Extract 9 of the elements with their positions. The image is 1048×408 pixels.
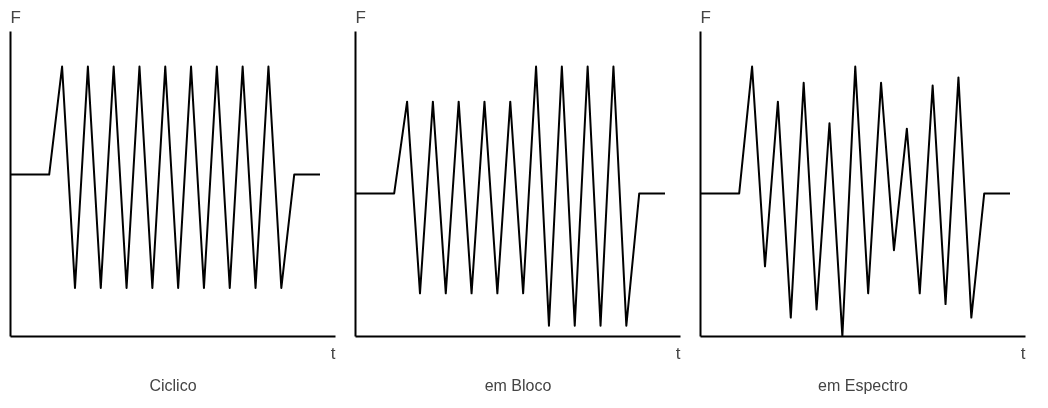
y-axis-title: F	[10, 7, 21, 27]
x-axis-title: t	[330, 343, 336, 363]
x-axis-title: t	[675, 343, 681, 363]
y-axis-title: F	[700, 7, 711, 27]
x-axis-title: t	[1020, 343, 1026, 363]
text: em Espectro	[818, 376, 909, 394]
text: em Bloco	[484, 376, 552, 394]
text: Ciclico	[149, 376, 197, 394]
y-axis-title: F	[355, 7, 366, 27]
